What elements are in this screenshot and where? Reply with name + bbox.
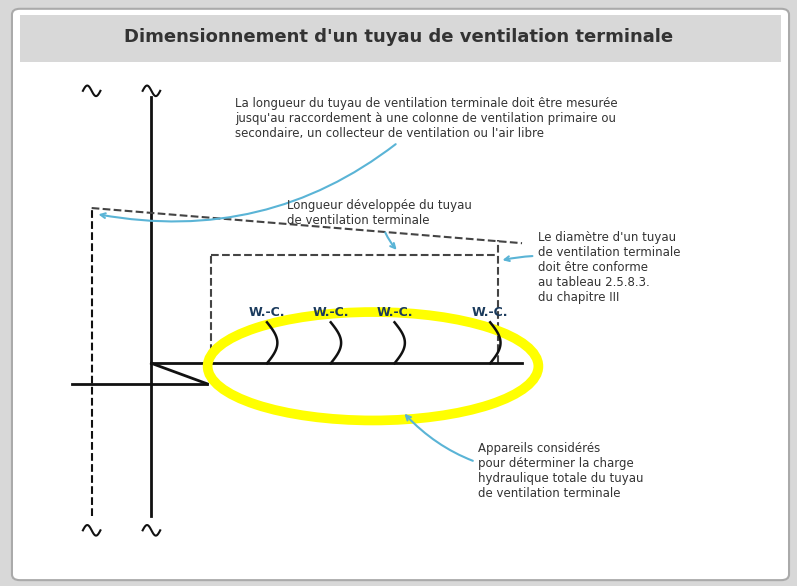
Text: W.-C.: W.-C.: [376, 306, 413, 319]
Text: Le diamètre d'un tuyau
de ventilation terminale
doit être conforme
au tableau 2.: Le diamètre d'un tuyau de ventilation te…: [505, 231, 681, 305]
Text: W.-C.: W.-C.: [312, 306, 349, 319]
Text: W.-C.: W.-C.: [472, 306, 508, 319]
Text: Appareils considérés
pour déterminer la charge
hydraulique totale du tuyau
de ve: Appareils considérés pour déterminer la …: [406, 415, 644, 500]
Text: La longueur du tuyau de ventilation terminale doit être mesurée
jusqu'au raccord: La longueur du tuyau de ventilation term…: [100, 97, 618, 222]
Text: Longueur développée du tuyau
de ventilation terminale: Longueur développée du tuyau de ventilat…: [287, 199, 472, 248]
Text: Dimensionnement d'un tuyau de ventilation terminale: Dimensionnement d'un tuyau de ventilatio…: [124, 28, 673, 46]
Text: W.-C.: W.-C.: [249, 306, 285, 319]
